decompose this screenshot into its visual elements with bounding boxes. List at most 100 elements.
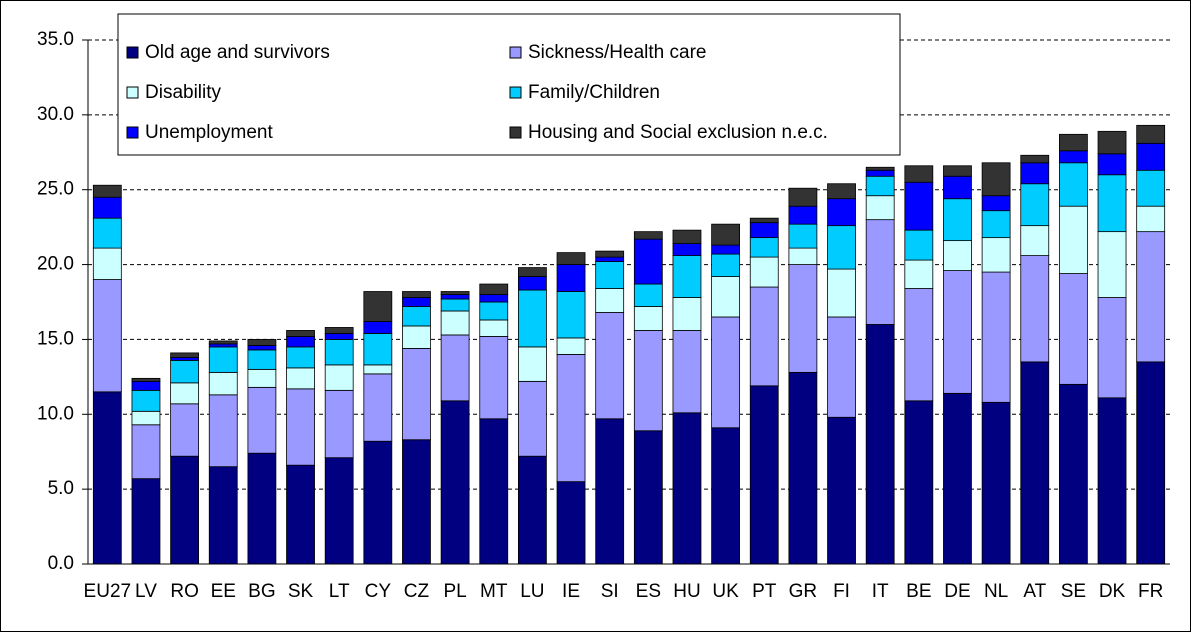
bar-segment	[170, 356, 200, 361]
bar-segment	[170, 403, 200, 457]
bar-segment	[1136, 231, 1166, 363]
bar-segment	[479, 283, 509, 295]
y-tick-label: 0.0	[48, 553, 74, 574]
bar-segment	[517, 276, 547, 291]
bar-segment	[556, 353, 586, 483]
bar-segment	[711, 427, 741, 565]
legend-swatch	[509, 46, 522, 59]
bar-segment	[1058, 150, 1088, 164]
bar-segment	[595, 418, 625, 565]
x-tick-label: PL	[443, 581, 466, 602]
bar-segment	[1136, 169, 1166, 207]
bar-segment	[1097, 231, 1127, 298]
bar-segment	[1097, 130, 1127, 155]
bar-segment	[517, 346, 547, 382]
bar-segment	[1020, 183, 1050, 227]
bar-segment	[208, 343, 238, 348]
bar-segment	[170, 455, 200, 565]
x-tick-label: UK	[712, 581, 739, 602]
x-tick-label: MT	[480, 581, 508, 602]
y-tick-label: 35.0	[37, 29, 74, 50]
bar-segment	[1097, 397, 1127, 565]
bar-segment	[92, 391, 122, 565]
x-tick-label: ES	[636, 581, 661, 602]
x-tick-label: DK	[1099, 581, 1126, 602]
bar-segment	[517, 455, 547, 565]
bar-segment	[788, 247, 818, 265]
legend-swatch	[509, 86, 522, 99]
x-tick-label: LT	[329, 581, 350, 602]
bar-segment	[633, 430, 663, 565]
bar-segment	[208, 371, 238, 396]
bar-segment	[131, 410, 161, 426]
bar-segment	[247, 452, 277, 565]
bar-segment	[1097, 153, 1127, 176]
x-tick-label: AT	[1023, 581, 1046, 602]
bar-segment	[595, 250, 625, 258]
bar-segment	[363, 321, 393, 334]
bar-segment	[363, 333, 393, 366]
bar-segment	[1058, 383, 1088, 565]
bar-segment	[440, 400, 470, 565]
bar-segment	[981, 210, 1011, 239]
legend-swatch	[126, 86, 139, 99]
bar-segment	[904, 288, 934, 402]
x-tick-label: EE	[211, 581, 236, 602]
bar-segment	[1020, 154, 1050, 164]
bar-segment	[556, 291, 586, 339]
bar-segment	[208, 346, 238, 373]
bar-segment	[440, 334, 470, 402]
y-tick-label: 25.0	[37, 179, 74, 200]
bar-segment	[633, 283, 663, 307]
bar-segment	[208, 394, 238, 468]
x-tick-label: SI	[601, 581, 619, 602]
legend-swatch	[126, 126, 139, 139]
bar-segment	[517, 289, 547, 348]
bar-segment	[672, 412, 702, 565]
x-tick-label: DE	[944, 581, 970, 602]
bar-segment	[711, 223, 741, 246]
bar-segment	[170, 359, 200, 384]
bar-segment	[1020, 361, 1050, 565]
x-tick-label: LV	[135, 581, 157, 602]
bar-segment	[865, 219, 895, 325]
bar-segment	[286, 367, 315, 390]
bar-segment	[943, 270, 972, 394]
bar-segment	[402, 348, 431, 441]
bar-segment	[633, 330, 663, 432]
bar-segment	[556, 481, 586, 565]
bar-segment	[904, 165, 934, 183]
bar-segment	[131, 424, 161, 480]
bar-segment	[827, 225, 856, 270]
bar-segment	[1058, 273, 1088, 385]
bar-segment	[904, 181, 934, 231]
x-tick-label: BE	[906, 581, 931, 602]
x-tick-label: GR	[789, 581, 818, 602]
bar-segment	[402, 325, 431, 349]
bar-segment	[324, 339, 354, 366]
bar-segment	[633, 231, 663, 240]
bar-segment	[1020, 225, 1050, 256]
y-tick-label: 10.0	[37, 403, 74, 424]
bar-segment	[92, 184, 122, 198]
x-tick-label: SK	[288, 581, 314, 602]
bar-segment	[440, 291, 470, 295]
bar-segment	[1097, 297, 1127, 399]
x-tick-label: NL	[984, 581, 1008, 602]
bar-segment	[363, 440, 393, 565]
legend-swatch	[509, 126, 522, 139]
bar-segment	[788, 371, 818, 565]
bar-segment	[749, 217, 779, 224]
bar-segment	[672, 229, 702, 245]
bar-segment	[517, 267, 547, 277]
bar-segment	[943, 175, 972, 200]
bar-segment	[92, 247, 122, 280]
bar-segment	[904, 259, 934, 289]
bar-segment	[402, 439, 431, 565]
y-tick-label: 20.0	[37, 254, 74, 275]
bar-segment	[981, 271, 1011, 403]
bar-segment	[749, 286, 779, 387]
bar-segment	[286, 330, 315, 337]
bar-segment	[1097, 174, 1127, 233]
